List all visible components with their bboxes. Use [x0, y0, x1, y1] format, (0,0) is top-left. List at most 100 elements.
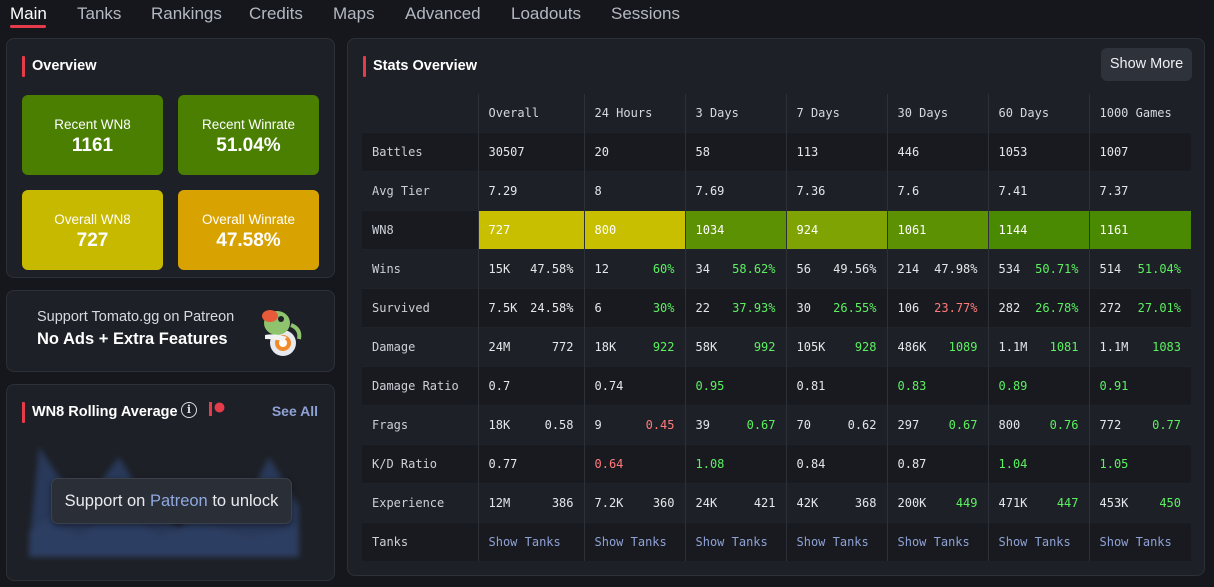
cell: 58 [684, 131, 786, 171]
total: 24K [695, 495, 718, 510]
cell: 22 37.93% [684, 287, 786, 327]
cell: 56 49.56% [785, 248, 887, 288]
cell: 1.05 [1088, 443, 1191, 483]
title-accent-bar [363, 56, 366, 77]
cell: 446 [886, 131, 988, 171]
rate: 26.78% [1035, 300, 1079, 315]
show-tanks-link[interactable]: Show Tanks [1099, 534, 1172, 549]
row-label: Survived [362, 287, 478, 327]
cell: 0.89 [987, 365, 1089, 405]
cell: Show Tanks [1088, 521, 1191, 561]
avg: 1083 [1152, 339, 1181, 354]
overview-title-text: Overview [32, 58, 97, 74]
patreon-line1: Support Tomato.gg on Patreon [37, 309, 235, 325]
unlock-patreon-link[interactable]: Patreon [149, 492, 208, 510]
info-icon[interactable]: i [181, 402, 197, 418]
cell: 6 30% [583, 287, 685, 327]
total: 800 [998, 417, 1021, 432]
tile-label: Recent Winrate [201, 117, 296, 132]
count: 30 [796, 300, 811, 315]
tab-tanks[interactable]: Tanks [77, 4, 122, 23]
cell: 0.87 [886, 443, 988, 483]
stats-title-text: Stats Overview [373, 58, 477, 74]
tab-credits[interactable]: Credits [249, 4, 303, 23]
avg: 386 [551, 495, 574, 510]
cell: 106 23.77% [886, 287, 988, 327]
total: 18K [594, 339, 617, 354]
avg: 421 [753, 495, 776, 510]
row-battles: Battles 30507 20 58 113 446 1053 1007 [362, 131, 1191, 171]
unlock-button[interactable]: Support on Patreon to unlock [51, 478, 292, 524]
tile-value: 47.58% [216, 230, 281, 251]
show-tanks-link[interactable]: Show Tanks [897, 534, 970, 549]
tab-loadouts[interactable]: Loadouts [511, 4, 581, 23]
cell: 7.5K 24.58% [477, 287, 584, 327]
total: 24M [488, 339, 511, 354]
cell: 514 51.04% [1088, 248, 1191, 288]
show-tanks-link[interactable]: Show Tanks [998, 534, 1071, 549]
tile-overall-winrate: Overall Winrate 47.58% [178, 190, 319, 270]
cell: 70 0.62 [785, 404, 887, 444]
total: 471K [998, 495, 1028, 510]
col-header: 30 Days [886, 94, 988, 132]
cell: 0.95 [684, 365, 786, 405]
rate: 27.01% [1137, 300, 1181, 315]
cell: 272 27.01% [1088, 287, 1191, 327]
total: 453K [1099, 495, 1129, 510]
row-label: Avg Tier [362, 170, 478, 210]
show-tanks-link[interactable]: Show Tanks [594, 534, 667, 549]
top-nav: Main Tanks Rankings Credits Maps Advance… [0, 0, 1214, 30]
total: 297 [897, 417, 920, 432]
show-more-button[interactable]: Show More [1101, 48, 1192, 81]
row-label: K/D Ratio [362, 443, 478, 483]
wn8-cell: 727 [477, 209, 584, 249]
cell: Show Tanks [886, 521, 988, 561]
cell: 12 60% [583, 248, 685, 288]
total: 18K [488, 417, 511, 432]
tab-rankings[interactable]: Rankings [151, 4, 222, 23]
cell: 0.83 [886, 365, 988, 405]
cell: 30 26.55% [785, 287, 887, 327]
patreon-icon [209, 402, 225, 416]
count: 534 [998, 261, 1021, 276]
show-tanks-link[interactable]: Show Tanks [796, 534, 869, 549]
avg: 0.67 [746, 417, 776, 432]
cell: 0.84 [785, 443, 887, 483]
row-label: Damage [362, 326, 478, 366]
tile-overall-wn8: Overall WN8 727 [22, 190, 163, 270]
total: 486K [897, 339, 927, 354]
show-tanks-link[interactable]: Show Tanks [695, 534, 768, 549]
col-header: 3 Days [684, 94, 786, 132]
header-empty [362, 94, 478, 132]
row-label: Damage Ratio [362, 365, 478, 405]
cell: 214 47.98% [886, 248, 988, 288]
patreon-support-card[interactable]: Support Tomato.gg on Patreon No Ads + Ex… [6, 290, 335, 372]
see-all-link[interactable]: See All [271, 403, 318, 419]
tab-sessions[interactable]: Sessions [611, 4, 680, 23]
tab-main[interactable]: Main [10, 4, 47, 23]
row-survived: Survived 7.5K 24.58% 6 30% 22 37.93% 30 26.5… [362, 287, 1191, 327]
tab-maps[interactable]: Maps [333, 4, 375, 23]
row-frags: Frags 18K 0.58 9 0.45 39 0.67 70 0.62 297 0.6… [362, 404, 1191, 444]
row-wn8: WN8 727 800 1034 924 1061 1144 1161 [362, 209, 1191, 249]
avg: 992 [753, 339, 776, 354]
wn8-cell: 924 [785, 209, 887, 249]
row-tanks: Tanks Show Tanks Show Tanks Show Tanks S… [362, 521, 1191, 561]
total: 39 [695, 417, 710, 432]
wn8-cell: 1061 [886, 209, 988, 249]
cell: 7.36 [785, 170, 887, 210]
tile-value: 727 [76, 230, 109, 251]
total: 42K [796, 495, 819, 510]
cell: 18K 922 [583, 326, 685, 366]
cell: 0.91 [1088, 365, 1191, 405]
count: 34 [695, 261, 710, 276]
show-tanks-link[interactable]: Show Tanks [488, 534, 561, 549]
col-header: 7 Days [785, 94, 887, 132]
rate: 51.04% [1137, 261, 1181, 276]
rolling-title-text: WN8 Rolling Average [32, 404, 178, 420]
tile-recent-winrate: Recent Winrate 51.04% [178, 95, 319, 175]
avg: 1081 [1049, 339, 1079, 354]
tab-advanced[interactable]: Advanced [405, 4, 481, 23]
cell: 486K 1089 [886, 326, 988, 366]
row-label: Wins [362, 248, 478, 288]
